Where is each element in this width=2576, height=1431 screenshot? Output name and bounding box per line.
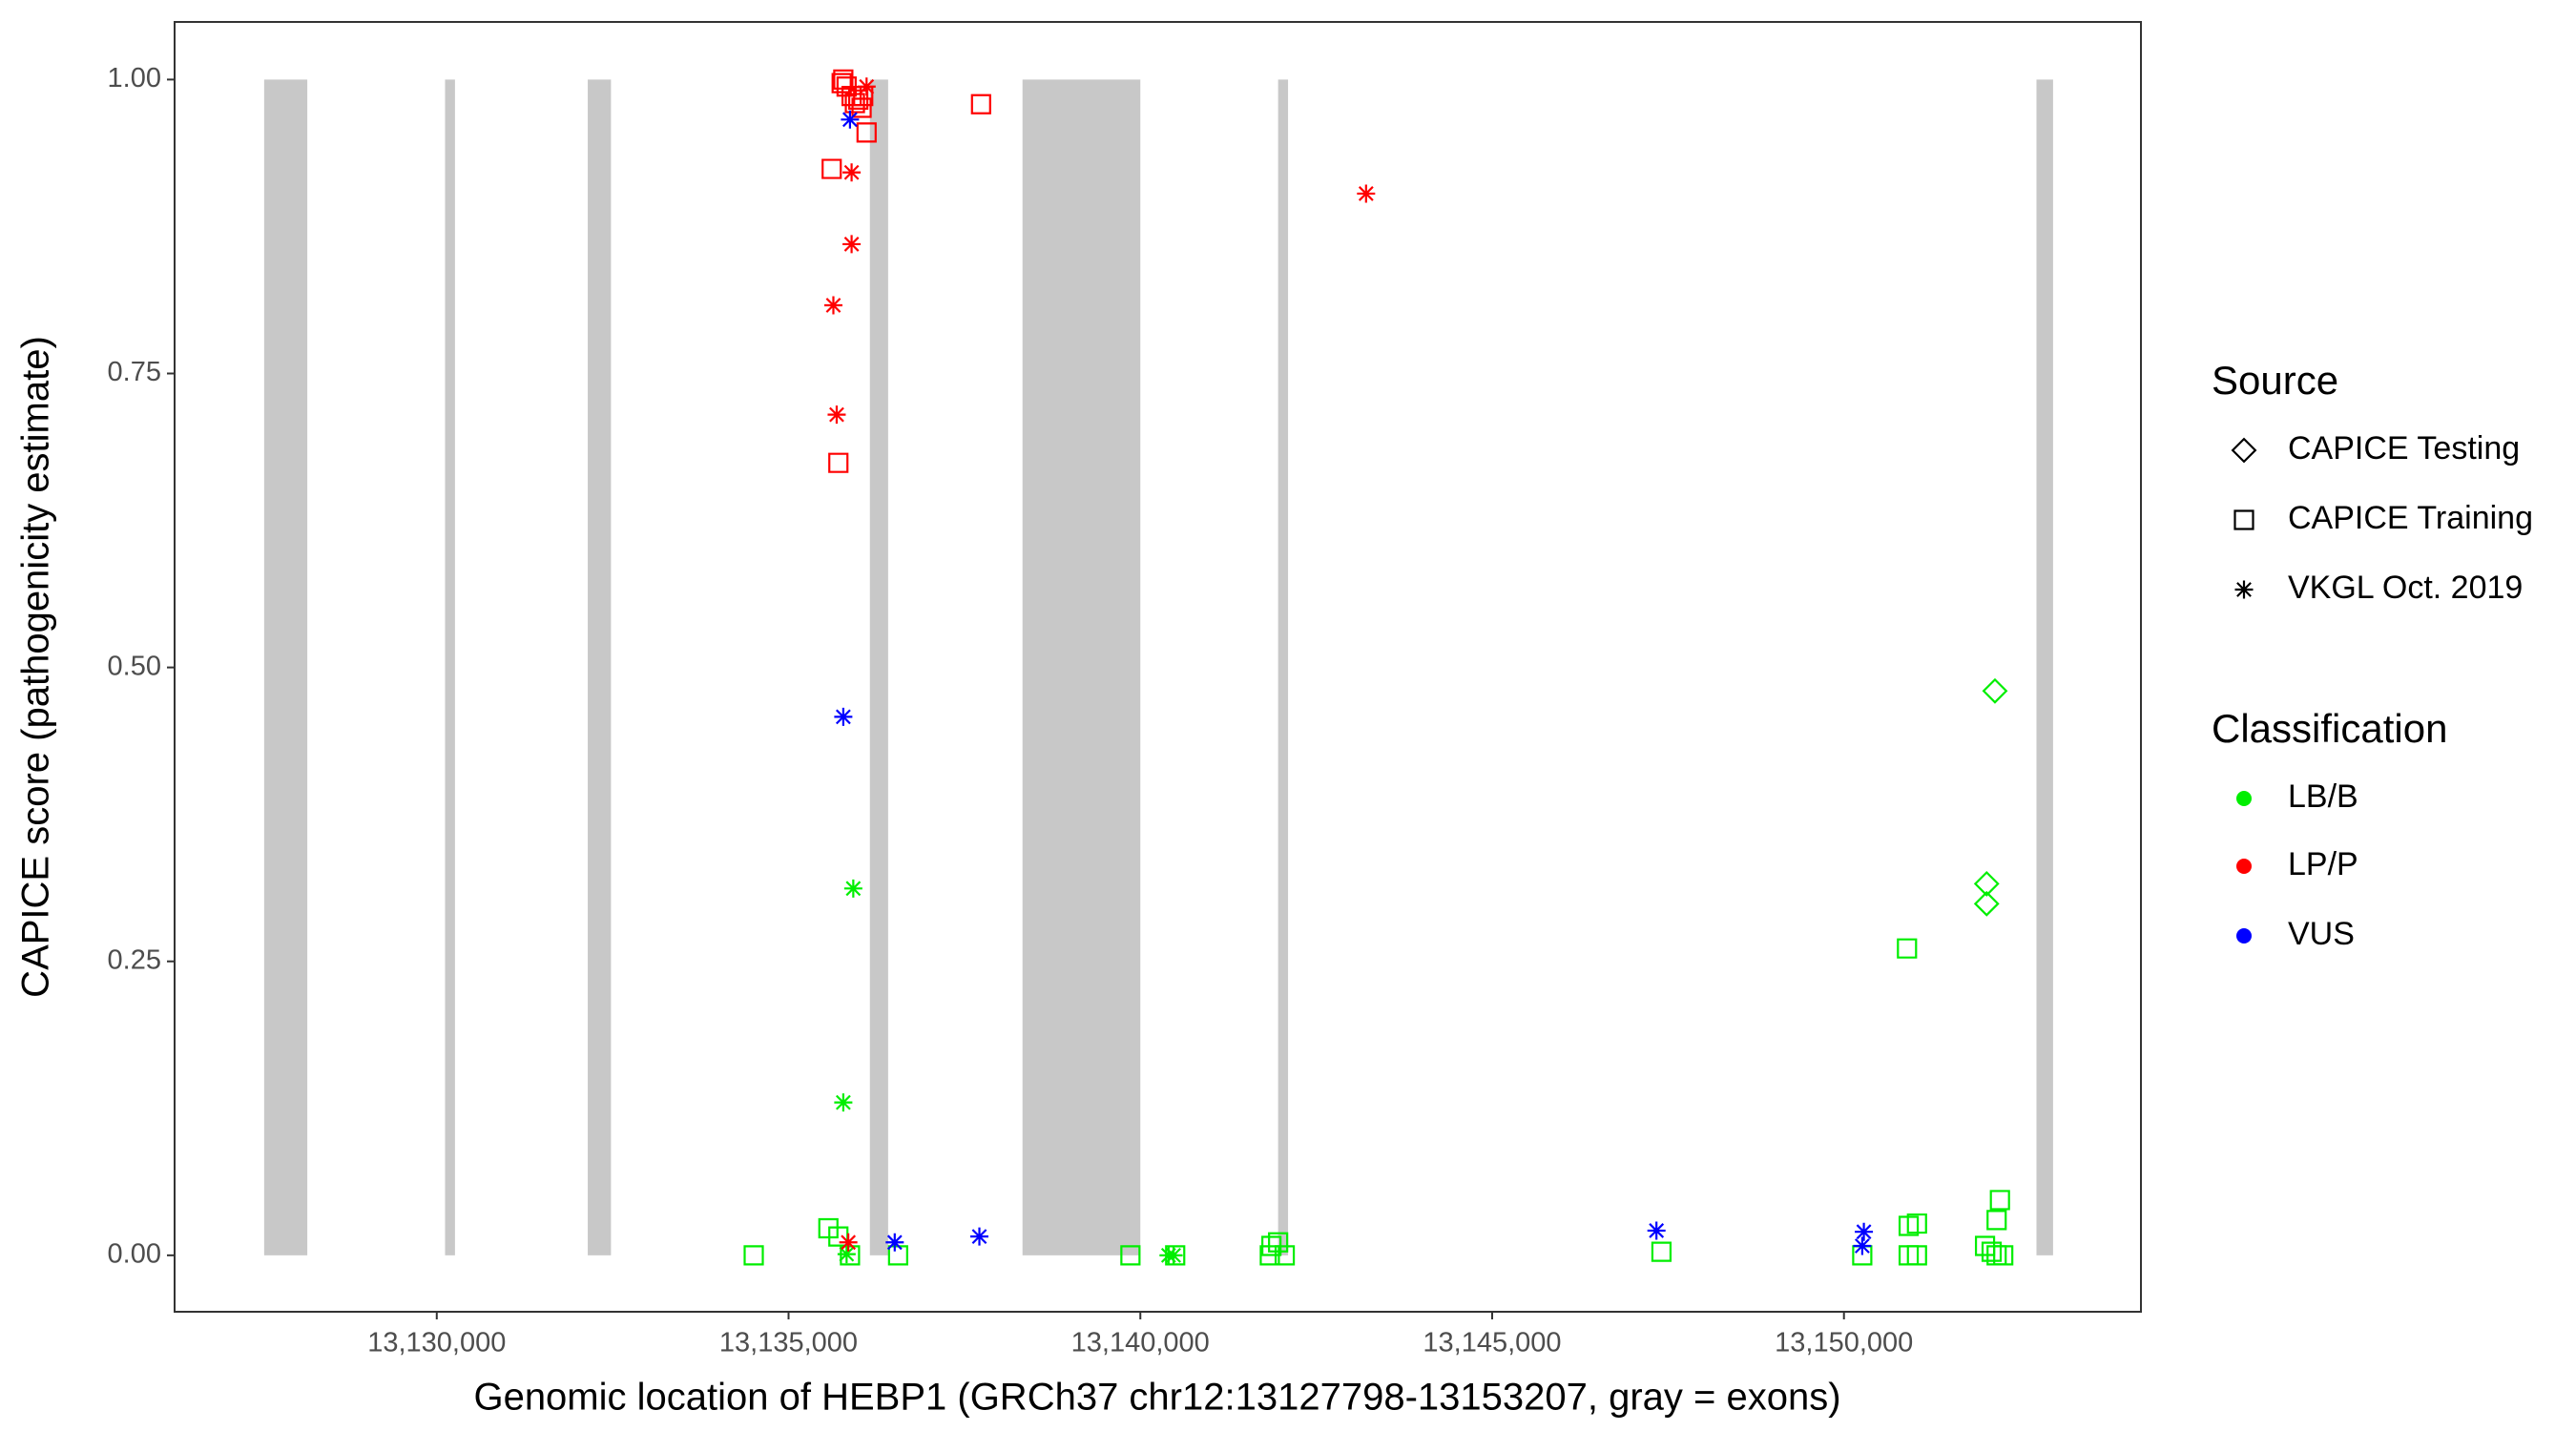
point bbox=[1982, 677, 2008, 704]
point bbox=[885, 1233, 904, 1252]
point bbox=[1906, 1213, 1927, 1234]
y-tick-label: 0.00 bbox=[108, 1238, 161, 1269]
point bbox=[833, 69, 854, 90]
y-tick-label: 0.50 bbox=[108, 651, 161, 681]
exon bbox=[2036, 79, 2053, 1255]
legend-symbol bbox=[2236, 928, 2252, 944]
point bbox=[1855, 1222, 1874, 1241]
point bbox=[827, 405, 846, 425]
exon bbox=[263, 79, 308, 1255]
point bbox=[970, 1227, 989, 1246]
point bbox=[821, 158, 842, 179]
y-tick-label: 0.75 bbox=[108, 357, 161, 387]
point bbox=[818, 1217, 839, 1239]
point bbox=[856, 122, 877, 143]
legend-symbol bbox=[2236, 791, 2252, 806]
point bbox=[1973, 890, 2000, 917]
point bbox=[823, 296, 842, 315]
y-axis-title: CAPICE score (pathogenicity estimate) bbox=[15, 336, 57, 998]
point bbox=[842, 235, 862, 254]
legend-label: LP/P bbox=[2288, 846, 2358, 882]
point bbox=[1898, 1215, 1920, 1236]
legend-symbol bbox=[2233, 509, 2254, 530]
legend-symbol bbox=[2231, 437, 2257, 464]
point bbox=[851, 97, 872, 118]
x-tick-label: 13,145,000 bbox=[1423, 1328, 1561, 1358]
point bbox=[843, 879, 862, 898]
point bbox=[1120, 1245, 1141, 1266]
point bbox=[828, 452, 849, 473]
point bbox=[842, 163, 862, 182]
panel-border bbox=[174, 21, 2142, 1313]
exon bbox=[1022, 79, 1141, 1255]
point bbox=[1906, 1245, 1927, 1266]
point bbox=[1981, 1241, 2003, 1262]
point bbox=[1897, 938, 1918, 959]
legend-symbol bbox=[2234, 580, 2254, 599]
x-tick-label: 13,130,000 bbox=[367, 1328, 506, 1358]
x-tick-label: 13,150,000 bbox=[1775, 1328, 1913, 1358]
legend-label: VKGL Oct. 2019 bbox=[2288, 570, 2523, 606]
legend-symbol bbox=[2236, 859, 2252, 874]
point bbox=[857, 77, 876, 96]
legend-label: CAPICE Training bbox=[2288, 500, 2533, 536]
exon bbox=[588, 79, 612, 1255]
point bbox=[1853, 1236, 1872, 1255]
x-tick-label: 13,135,000 bbox=[719, 1328, 858, 1358]
point bbox=[1274, 1245, 1296, 1266]
legend-label: LB/B bbox=[2288, 778, 2358, 815]
point bbox=[834, 707, 853, 726]
legend-title: Source bbox=[2212, 358, 2338, 403]
point bbox=[1261, 1235, 1282, 1256]
x-axis-title: Genomic location of HEBP1 (GRCh37 chr12:… bbox=[473, 1377, 1840, 1419]
point bbox=[841, 110, 860, 129]
point bbox=[1989, 1190, 2010, 1211]
exon bbox=[1278, 79, 1289, 1255]
point bbox=[743, 1245, 764, 1266]
point bbox=[970, 93, 991, 114]
point bbox=[1651, 1241, 1672, 1262]
x-tick-label: 13,140,000 bbox=[1071, 1328, 1210, 1358]
point bbox=[831, 73, 852, 93]
legend-label: VUS bbox=[2288, 916, 2355, 952]
point bbox=[1993, 1245, 2014, 1266]
exon bbox=[869, 79, 888, 1255]
legend-title: Classification bbox=[2212, 706, 2447, 751]
point bbox=[1986, 1210, 2007, 1231]
point bbox=[837, 1245, 856, 1264]
point bbox=[834, 1093, 853, 1112]
legend-label: CAPICE Testing bbox=[2288, 430, 2520, 467]
point bbox=[1647, 1221, 1666, 1240]
point bbox=[844, 93, 865, 114]
point bbox=[1357, 184, 1376, 203]
y-tick-label: 1.00 bbox=[108, 63, 161, 93]
y-tick-label: 0.25 bbox=[108, 944, 161, 975]
point bbox=[1164, 1246, 1183, 1265]
point bbox=[1973, 870, 2000, 897]
exon bbox=[445, 79, 455, 1255]
point bbox=[887, 1245, 908, 1266]
point bbox=[839, 1233, 858, 1252]
